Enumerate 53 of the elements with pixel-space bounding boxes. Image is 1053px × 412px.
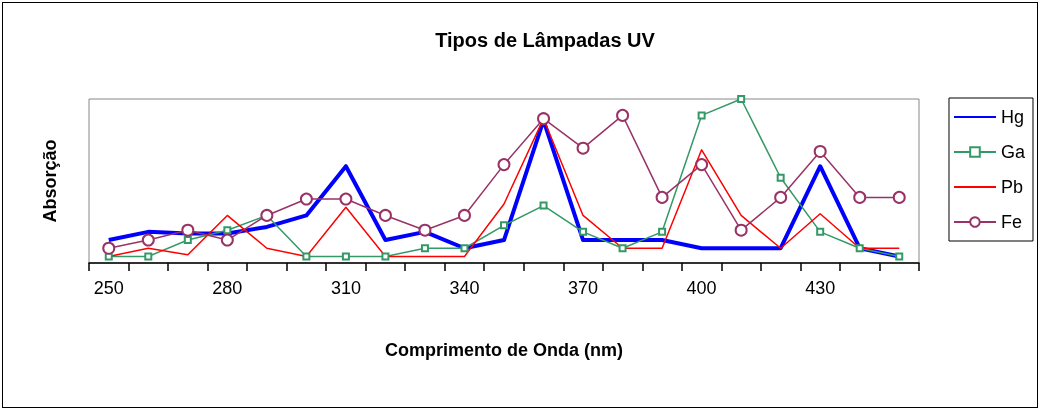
x-tick-label: 430 <box>805 278 836 298</box>
x-tick-label: 280 <box>212 278 243 298</box>
legend-label: Ga <box>1000 142 1026 162</box>
x-tick-label: 310 <box>330 278 361 298</box>
legend-label: Hg <box>1000 107 1024 127</box>
point <box>539 201 548 210</box>
point <box>576 141 590 155</box>
point <box>144 252 153 261</box>
point <box>695 158 709 172</box>
legend-label: Fe <box>1000 212 1022 232</box>
point <box>181 223 195 237</box>
point <box>579 227 588 236</box>
point <box>418 223 432 237</box>
point <box>734 223 748 237</box>
point <box>102 241 116 255</box>
point <box>855 244 864 253</box>
point <box>420 244 429 253</box>
point <box>339 192 353 206</box>
point <box>658 227 667 236</box>
x-tick-label: 400 <box>686 278 717 298</box>
point <box>616 108 630 122</box>
point <box>183 236 192 245</box>
chart-title: Tipos de Lâmpadas UV <box>435 29 656 51</box>
point <box>853 190 867 204</box>
point <box>457 208 471 222</box>
point <box>892 190 906 204</box>
point <box>655 190 669 204</box>
point <box>618 244 627 253</box>
point <box>497 158 511 172</box>
x-tick-label: 340 <box>449 278 480 298</box>
point <box>302 252 311 261</box>
point <box>813 144 827 158</box>
point <box>223 226 232 235</box>
point <box>460 244 469 253</box>
point <box>697 111 706 120</box>
x-axis-title: Comprimento de Onda (nm) <box>385 340 623 360</box>
x-tick-label: 370 <box>568 278 599 298</box>
point <box>381 252 390 261</box>
point <box>299 192 313 206</box>
point <box>500 221 508 230</box>
point <box>895 252 904 261</box>
point <box>774 190 788 204</box>
x-tick-label: 250 <box>93 278 124 298</box>
point <box>220 233 234 247</box>
point <box>141 233 155 247</box>
legend-label: Pb <box>1000 177 1024 197</box>
point <box>341 252 350 261</box>
point <box>816 227 825 236</box>
y-axis-title: Absorção <box>40 139 60 223</box>
point <box>378 208 392 222</box>
point <box>737 95 746 103</box>
point <box>537 112 551 126</box>
point <box>776 173 785 182</box>
